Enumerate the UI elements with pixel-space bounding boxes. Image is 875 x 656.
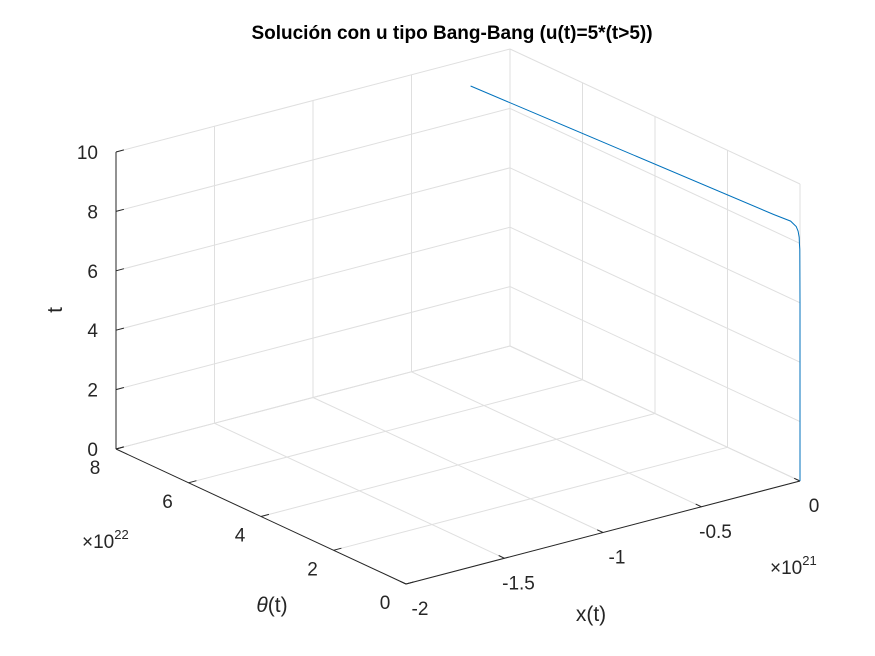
x-tick-label: -0.5 <box>699 522 732 543</box>
z-tick-mark <box>115 327 125 331</box>
x-tick-label: -1 <box>609 548 626 569</box>
z-tick-label: 2 <box>87 381 98 402</box>
z-tick-mark <box>115 268 125 272</box>
z-tick-mark <box>115 446 125 450</box>
z-axis-label: t <box>44 307 67 313</box>
z-tick-mark <box>115 208 125 212</box>
y-axis-label: θ(t) <box>256 594 287 617</box>
x-tick-mark <box>498 555 505 559</box>
grid-lines <box>115 48 801 585</box>
side-wall-grid-line-z <box>509 345 801 482</box>
x-axis-label: x(t) <box>576 603 606 626</box>
y-tick-label: 0 <box>380 593 391 614</box>
back-wall-grid-line-z <box>115 107 511 212</box>
side-wall-grid-line-z <box>509 107 801 244</box>
x-tick-label: 0 <box>809 496 820 517</box>
side-wall-grid-line-z <box>509 167 801 304</box>
side-wall-grid-line-z <box>509 226 801 363</box>
x-tick-label: -2 <box>412 599 429 620</box>
back-wall-grid-line-z <box>115 167 511 272</box>
y-tick-label: 2 <box>307 559 318 580</box>
side-wall-grid-line-z <box>509 48 801 185</box>
y-tick-label: 8 <box>90 458 101 479</box>
back-wall-grid-line-z <box>115 226 511 331</box>
y-tick-label: 4 <box>235 526 246 547</box>
y-tick-mark <box>333 547 342 551</box>
z-tick-label: 6 <box>87 262 98 283</box>
x-axis-exponent: ×1021 <box>770 553 817 579</box>
y-tick-mark <box>260 513 270 517</box>
y-tick-mark <box>188 480 197 484</box>
z-tick-mark <box>115 149 125 153</box>
data-line <box>470 85 801 481</box>
side-wall-grid-line-z <box>509 286 801 423</box>
floor-grid-line-y <box>333 446 728 551</box>
x-tick-mark <box>399 580 407 585</box>
z-tick-label: 0 <box>87 440 98 461</box>
axes <box>115 149 801 585</box>
x-tick-label: -1.5 <box>502 573 535 594</box>
chart-title: Solución con u tipo Bang-Bang (u(t)=5*(t… <box>251 23 652 44</box>
x-tick-mark <box>596 529 604 533</box>
y-tick-mark <box>405 581 415 585</box>
y-axis-exponent: ×1022 <box>82 527 129 553</box>
data-layer <box>470 85 801 481</box>
floor-grid-line-y <box>188 379 583 484</box>
z-tick-label: 8 <box>87 202 98 223</box>
z-tick-label: 10 <box>77 143 98 164</box>
x-tick-mark <box>695 503 702 508</box>
x-tick-mark <box>793 477 801 482</box>
z-tick-label: 4 <box>87 321 98 342</box>
z-tick-mark <box>115 387 125 391</box>
back-wall-grid-line-z <box>115 48 511 153</box>
back-wall-grid-line-z <box>115 286 511 391</box>
floor-grid-line-y <box>260 413 656 517</box>
back-wall-grid-line-z <box>115 345 511 450</box>
y-tick-label: 6 <box>162 492 173 513</box>
